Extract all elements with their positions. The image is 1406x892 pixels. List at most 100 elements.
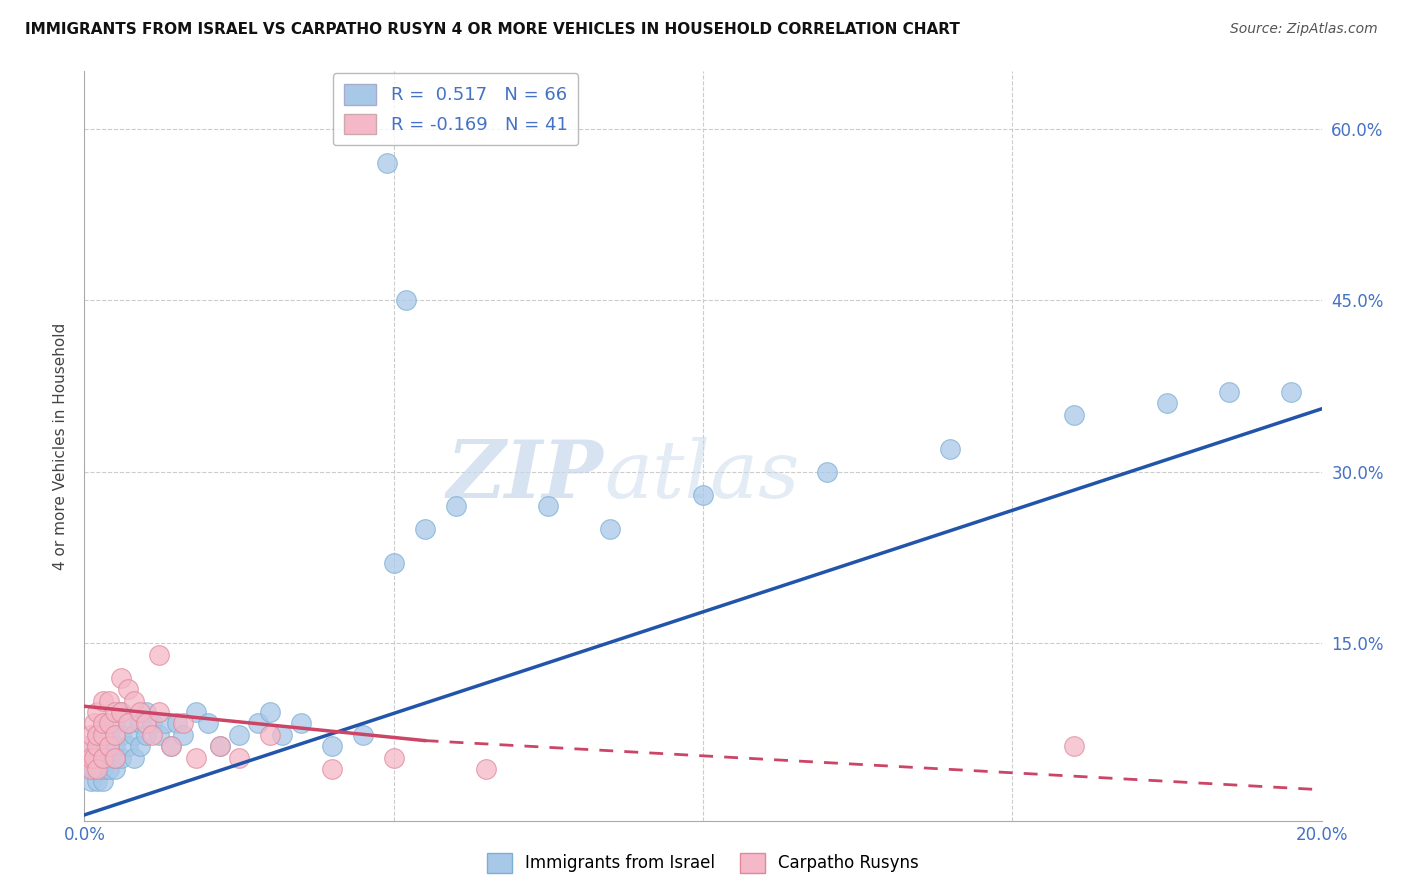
Point — [75, 750, 97, 764]
Point — [209, 739, 232, 754]
Point — [395, 293, 418, 307]
Point — [86, 728, 108, 742]
Point — [79, 750, 101, 764]
Point — [209, 739, 232, 754]
Text: atlas: atlas — [605, 437, 800, 515]
Point — [141, 728, 163, 742]
Point — [91, 762, 114, 776]
Point — [83, 750, 105, 764]
Point — [228, 750, 250, 764]
Point — [692, 488, 714, 502]
Point — [91, 693, 114, 707]
Point — [148, 648, 170, 662]
Point — [104, 716, 127, 731]
Point — [117, 716, 139, 731]
Point — [321, 762, 343, 776]
Point — [172, 728, 194, 742]
Point — [110, 705, 132, 719]
Point — [141, 716, 163, 731]
Text: IMMIGRANTS FROM ISRAEL VS CARPATHO RUSYN 4 OR MORE VEHICLES IN HOUSEHOLD CORRELA: IMMIGRANTS FROM ISRAEL VS CARPATHO RUSYN… — [25, 22, 960, 37]
Point — [117, 739, 139, 754]
Point — [98, 750, 121, 764]
Text: Source: ZipAtlas.com: Source: ZipAtlas.com — [1230, 22, 1378, 37]
Point — [122, 728, 145, 742]
Point — [91, 750, 114, 764]
Point — [382, 556, 405, 570]
Point — [83, 750, 105, 764]
Point — [290, 716, 312, 731]
Point — [104, 762, 127, 776]
Point — [321, 739, 343, 754]
Point — [537, 499, 560, 513]
Point — [110, 705, 132, 719]
Point — [104, 728, 127, 742]
Point — [377, 156, 399, 170]
Point — [129, 739, 152, 754]
Point — [98, 693, 121, 707]
Point — [110, 728, 132, 742]
Point — [86, 739, 108, 754]
Point — [86, 739, 108, 754]
Point — [228, 728, 250, 742]
Point — [79, 773, 101, 788]
Point — [135, 728, 157, 742]
Point — [117, 716, 139, 731]
Point — [815, 465, 838, 479]
Point — [86, 705, 108, 719]
Point — [91, 716, 114, 731]
Point — [129, 716, 152, 731]
Point — [104, 705, 127, 719]
Point — [1063, 408, 1085, 422]
Point — [98, 728, 121, 742]
Point — [148, 728, 170, 742]
Point — [98, 762, 121, 776]
Point — [76, 762, 98, 776]
Point — [148, 705, 170, 719]
Point — [104, 750, 127, 764]
Text: ZIP: ZIP — [447, 437, 605, 515]
Point — [117, 682, 139, 697]
Point — [83, 762, 105, 776]
Point — [86, 750, 108, 764]
Point — [76, 739, 98, 754]
Point — [91, 728, 114, 742]
Point — [160, 739, 183, 754]
Point — [91, 750, 114, 764]
Point — [122, 750, 145, 764]
Point — [135, 705, 157, 719]
Point — [98, 739, 121, 754]
Point — [259, 728, 281, 742]
Point — [79, 728, 101, 742]
Point — [86, 762, 108, 776]
Point — [135, 716, 157, 731]
Point — [599, 522, 621, 536]
Point — [79, 750, 101, 764]
Point — [110, 671, 132, 685]
Legend: Immigrants from Israel, Carpatho Rusyns: Immigrants from Israel, Carpatho Rusyns — [479, 847, 927, 880]
Point — [91, 728, 114, 742]
Point — [122, 693, 145, 707]
Point — [129, 705, 152, 719]
Point — [413, 522, 436, 536]
Point — [110, 750, 132, 764]
Point — [184, 705, 207, 719]
Point — [197, 716, 219, 731]
Point — [475, 762, 498, 776]
Point — [1156, 396, 1178, 410]
Point — [91, 739, 114, 754]
Point — [79, 739, 101, 754]
Legend: R =  0.517   N = 66, R = -0.169   N = 41: R = 0.517 N = 66, R = -0.169 N = 41 — [333, 73, 578, 145]
Point — [352, 728, 374, 742]
Point — [271, 728, 294, 742]
Point — [382, 750, 405, 764]
Point — [98, 716, 121, 731]
Point — [98, 739, 121, 754]
Point — [172, 716, 194, 731]
Point — [104, 750, 127, 764]
Point — [153, 716, 176, 731]
Point — [86, 773, 108, 788]
Point — [1063, 739, 1085, 754]
Point — [259, 705, 281, 719]
Point — [246, 716, 269, 731]
Y-axis label: 4 or more Vehicles in Household: 4 or more Vehicles in Household — [53, 322, 69, 570]
